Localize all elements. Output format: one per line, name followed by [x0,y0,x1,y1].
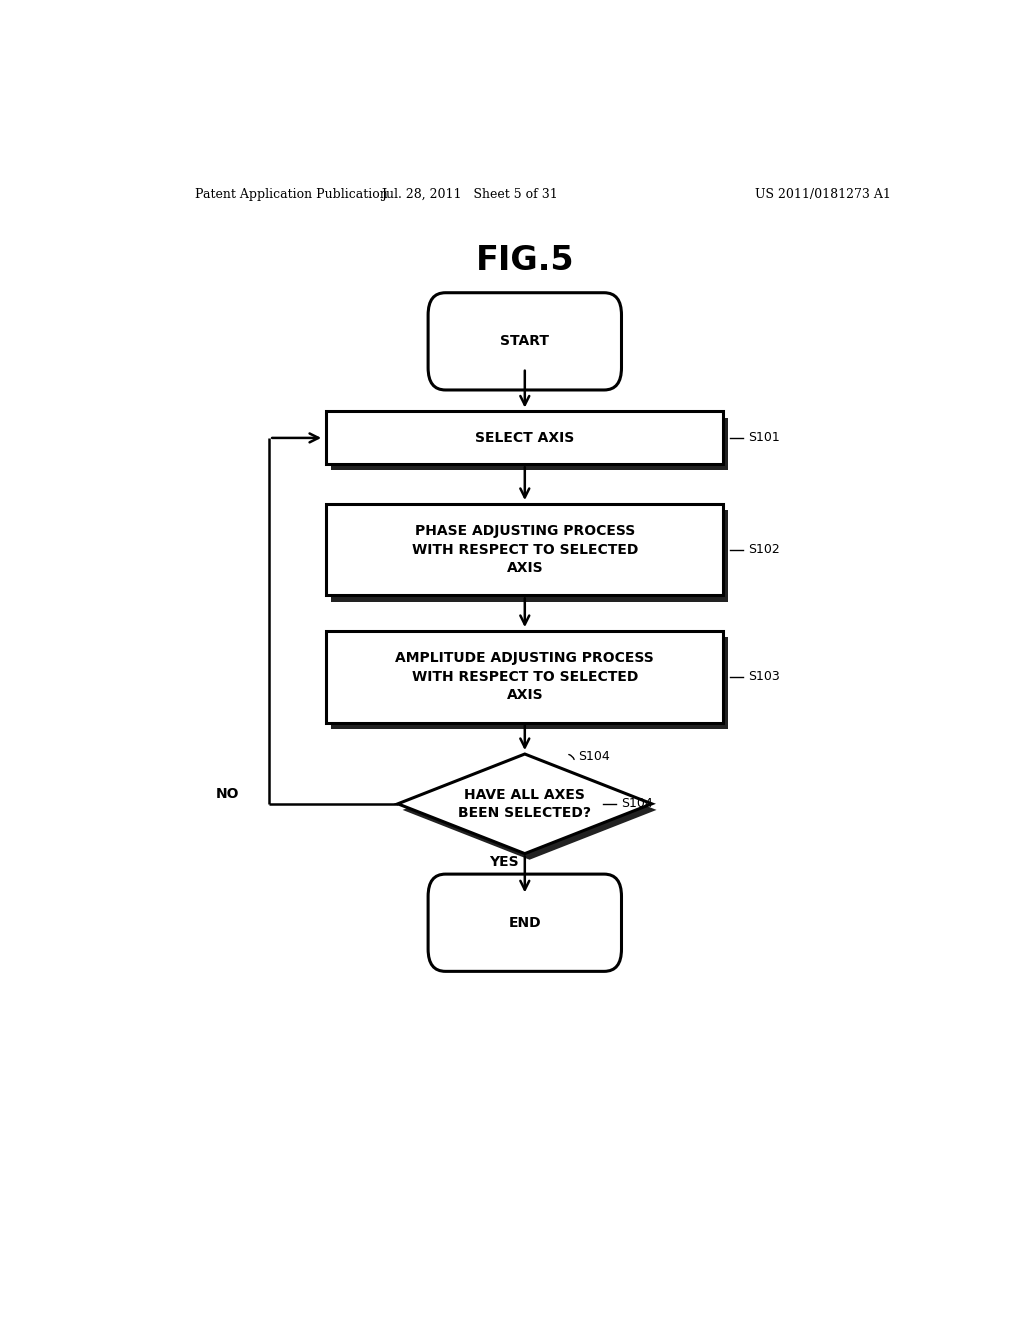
Text: S102: S102 [749,544,780,556]
Text: HAVE ALL AXES
BEEN SELECTED?: HAVE ALL AXES BEEN SELECTED? [459,788,591,820]
Text: US 2011/0181273 A1: US 2011/0181273 A1 [755,189,891,202]
Bar [327,504,723,595]
FancyBboxPatch shape [428,874,622,972]
Text: Patent Application Publication: Patent Application Publication [196,189,388,202]
Text: S103: S103 [749,671,780,684]
Bar [331,417,728,470]
Text: Jul. 28, 2011   Sheet 5 of 31: Jul. 28, 2011 Sheet 5 of 31 [381,189,558,202]
Text: END: END [509,916,541,929]
Bar [451,903,609,956]
Bar [327,631,723,722]
Polygon shape [402,760,656,859]
Text: S104: S104 [622,797,653,810]
Text: YES: YES [489,855,519,869]
Text: NO: NO [215,787,239,801]
Bar [327,412,723,465]
Text: AMPLITUDE ADJUSTING PROCESS
WITH RESPECT TO SELECTED
AXIS: AMPLITUDE ADJUSTING PROCESS WITH RESPECT… [395,651,654,702]
Text: FIG.5: FIG.5 [475,244,574,277]
Bar [451,321,609,374]
Text: START: START [501,334,549,348]
Polygon shape [397,754,652,854]
Text: S101: S101 [749,432,780,445]
FancyBboxPatch shape [428,293,622,389]
Text: PHASE ADJUSTING PROCESS
WITH RESPECT TO SELECTED
AXIS: PHASE ADJUSTING PROCESS WITH RESPECT TO … [412,524,638,576]
Text: SELECT AXIS: SELECT AXIS [475,430,574,445]
Text: S104: S104 [578,750,609,763]
Bar [331,638,728,729]
Bar [331,510,728,602]
